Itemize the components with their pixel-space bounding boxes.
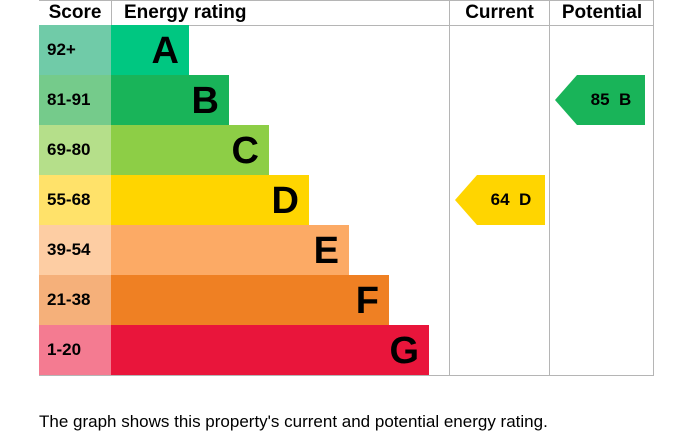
header-divider [39, 25, 654, 26]
score-band-d: 55-68 [39, 175, 111, 225]
current-column-divider [449, 0, 450, 376]
table-bottom-border [39, 375, 654, 376]
score-column-divider [111, 0, 112, 25]
rating-bar-a: A [111, 25, 189, 75]
rating-bar-e: E [111, 225, 349, 275]
rating-bar-b: B [111, 75, 229, 125]
potential-column-divider [549, 0, 550, 376]
energy-rating-header: Energy rating [124, 2, 247, 23]
rating-bar-f: F [111, 275, 389, 325]
potential-header: Potential [561, 2, 643, 23]
current-header: Current [465, 2, 534, 23]
potential-rating-label: 85 B [590, 90, 632, 109]
rating-bar-g: G [111, 325, 429, 375]
score-band-c: 69-80 [39, 125, 111, 175]
potential-rating-arrow: 85 B [555, 75, 645, 125]
score-band-a: 92+ [39, 25, 111, 75]
rating-bar-d: D [111, 175, 309, 225]
chart-caption: The graph shows this property's current … [39, 412, 548, 431]
score-band-b: 81-91 [39, 75, 111, 125]
score-band-e: 39-54 [39, 225, 111, 275]
score-header: Score [48, 2, 102, 23]
score-band-f: 21-38 [39, 275, 111, 325]
table-top-border [39, 0, 654, 1]
current-arrow-shape [455, 175, 545, 225]
score-band-g: 1-20 [39, 325, 111, 375]
table-right-border [653, 0, 654, 376]
potential-arrow-shape [555, 75, 645, 125]
current-rating-label: 64 D [490, 190, 532, 209]
current-rating-arrow: 64 D [455, 175, 545, 225]
rating-bar-c: C [111, 125, 269, 175]
